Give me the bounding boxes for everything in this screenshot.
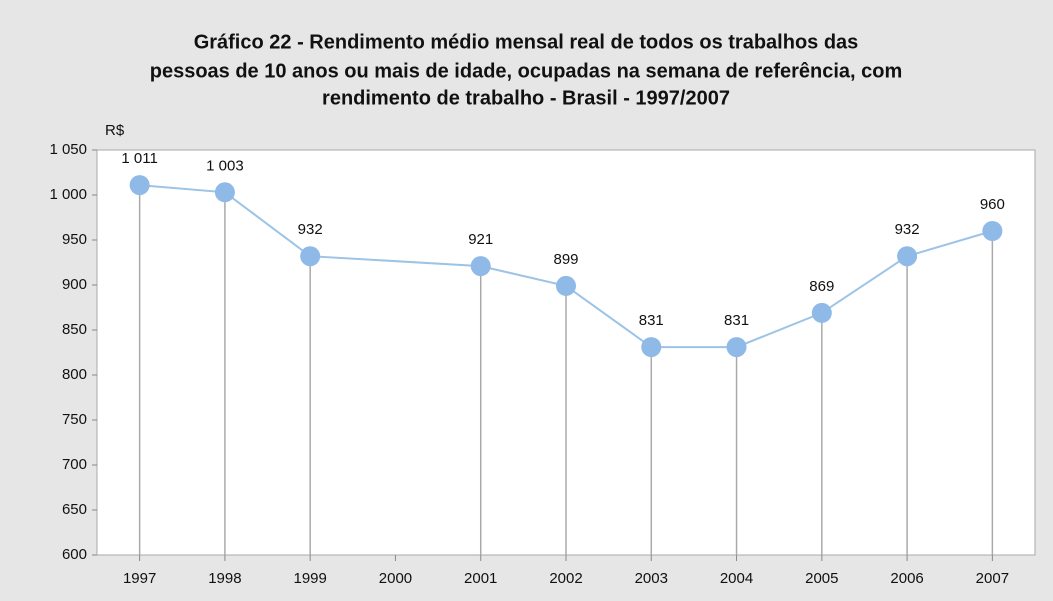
data-label: 932 xyxy=(298,221,323,238)
x-tick-label: 1998 xyxy=(208,570,241,587)
data-label: 932 xyxy=(895,221,920,238)
data-label: 831 xyxy=(639,312,664,329)
x-tick-label: 2002 xyxy=(549,570,582,587)
marker xyxy=(470,256,491,277)
x-tick-label: 2005 xyxy=(805,570,838,587)
y-tick-label: 950 xyxy=(62,231,87,248)
data-label: 1 011 xyxy=(121,150,157,167)
data-label: 960 xyxy=(980,196,1005,213)
data-label: 899 xyxy=(553,251,578,268)
data-label: 921 xyxy=(468,231,493,248)
data-label: 869 xyxy=(809,278,834,295)
x-tick-label: 1999 xyxy=(293,570,326,587)
x-tick-label: 2001 xyxy=(464,570,497,587)
x-tick-label: 2003 xyxy=(635,570,668,587)
marker xyxy=(897,246,918,267)
y-tick-label: 700 xyxy=(62,456,87,473)
y-tick-label: 600 xyxy=(62,546,87,563)
marker xyxy=(214,182,235,203)
marker xyxy=(641,337,662,358)
marker xyxy=(129,175,150,196)
marker xyxy=(556,275,576,296)
chart-title: Gráfico 22 - Rendimento médio mensal rea… xyxy=(194,31,859,53)
x-tick-label: 1997 xyxy=(123,570,156,587)
y-axis-label: R$ xyxy=(105,122,125,139)
chart-title: pessoas de 10 anos ou mais de idade, ocu… xyxy=(150,60,903,82)
y-tick-label: 750 xyxy=(62,411,87,428)
x-tick-label: 2007 xyxy=(976,570,1009,587)
y-tick-label: 1 000 xyxy=(49,186,87,203)
series-line xyxy=(139,184,993,349)
y-tick-label: 650 xyxy=(62,501,87,518)
y-tick-label: 1 050 xyxy=(49,141,87,158)
y-tick-label: 900 xyxy=(62,276,87,293)
marker xyxy=(300,246,321,267)
marker xyxy=(726,337,747,358)
data-label: 831 xyxy=(724,312,749,329)
x-tick-label: 2004 xyxy=(720,570,753,587)
data-label: 1 003 xyxy=(206,157,244,174)
chart-title: rendimento de trabalho - Brasil - 1997/2… xyxy=(322,87,730,109)
x-tick-label: 2000 xyxy=(379,570,412,587)
marker xyxy=(982,221,1003,241)
y-tick-label: 850 xyxy=(62,321,87,338)
y-tick-label: 800 xyxy=(62,366,87,383)
marker xyxy=(811,302,832,323)
x-tick-label: 2006 xyxy=(890,570,923,587)
